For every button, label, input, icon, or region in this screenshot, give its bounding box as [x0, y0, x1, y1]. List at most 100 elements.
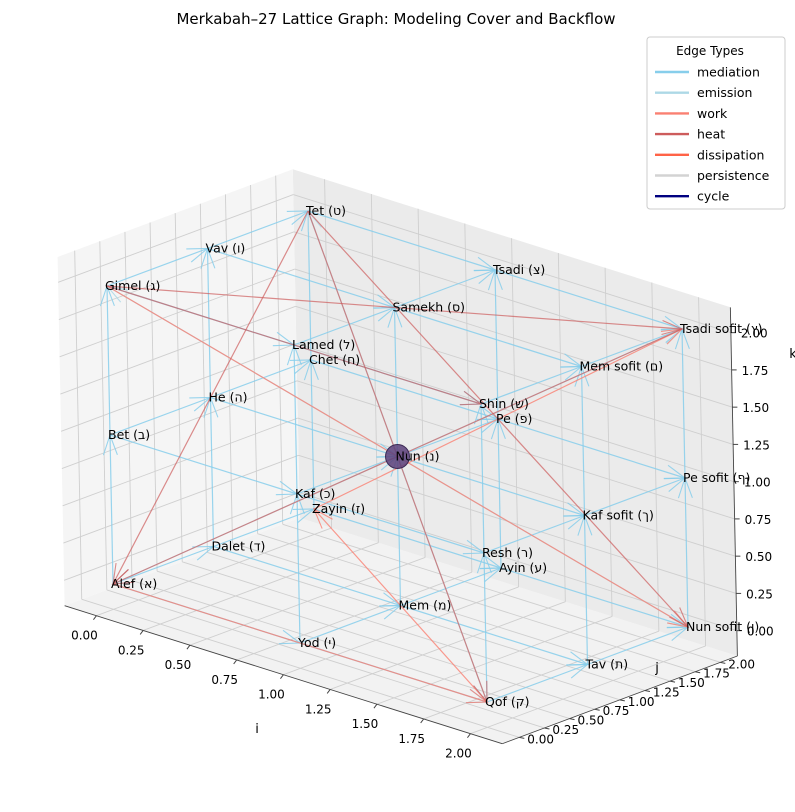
mediation-edge [293, 306, 395, 346]
grid-line-floor-j [207, 551, 646, 691]
mediation-edge [581, 328, 683, 368]
x-tick-label: 1.25 [305, 702, 332, 716]
z-tick-label: 2.00 [741, 327, 768, 341]
grid-line-side-k [59, 268, 295, 358]
node-label: Tet (ט) [305, 203, 346, 218]
grid-line-floor-i [376, 616, 613, 705]
mediation-edge [497, 418, 686, 479]
node-label: Gimel (ג) [105, 278, 160, 293]
x-tick-mark [233, 659, 238, 665]
y-tick-label: 1.00 [628, 695, 655, 709]
mediation-edge [209, 397, 215, 547]
mediation-edge [480, 365, 582, 405]
x-tick-label: 0.00 [71, 629, 98, 643]
node-label: Tsadi sofit (ץ) [679, 321, 763, 336]
heat-edge-head [473, 680, 488, 704]
highlight-node-marker [385, 444, 410, 469]
mediation-edge [109, 434, 114, 585]
mediation-edge [486, 663, 588, 703]
node-label: Tsadi (צ) [492, 262, 545, 277]
mediation-edge [307, 210, 312, 361]
x-tick-mark [93, 615, 97, 621]
y-tick-mark [695, 671, 701, 674]
y-tick-label: 0.00 [527, 732, 554, 746]
node-label: Pe (פ) [496, 411, 532, 426]
y-tick-mark [669, 680, 676, 683]
node-labels: Alef (א) Bet (ב) Gimel (ג) Dalet (ד) He (ה) V… [105, 203, 763, 709]
mediation-edge [207, 210, 309, 250]
z-tick-label: 1.75 [742, 364, 769, 378]
x-tick-mark [139, 630, 144, 635]
mediation-edge [109, 434, 298, 495]
mediation-edge [206, 248, 212, 398]
node-label: Mem (מ) [399, 598, 452, 613]
y-tick-mark [569, 718, 575, 721]
mediation-edge [500, 567, 689, 628]
mediation-edge [480, 403, 485, 554]
y-tick-label: 0.50 [578, 714, 605, 728]
x-tick-mark [326, 689, 331, 694]
grid-line-back-i [557, 253, 566, 602]
y-tick-label: 0.75 [603, 704, 630, 718]
mediation-edge [397, 455, 585, 517]
mediation-edge [210, 396, 398, 458]
node-label: Pe sofit (ף) [683, 470, 750, 485]
x-tick-label: 1.50 [352, 717, 379, 731]
mediation-edge [313, 508, 502, 569]
node-label: Yod (י) [297, 635, 336, 650]
z-axis-label: k [789, 347, 795, 362]
heat-edge [106, 285, 683, 330]
z-tick-label: 0.00 [747, 625, 774, 639]
x-tick-label: 2.00 [445, 747, 472, 761]
mediation-edge [580, 366, 586, 516]
mediation-edge [310, 359, 499, 420]
x-tick-label: 0.75 [211, 673, 238, 687]
grid-line-back-i [604, 267, 613, 617]
heat-edge-head [459, 390, 483, 406]
x-tick-label: 0.25 [118, 643, 145, 657]
grid-line-side-k [57, 194, 294, 283]
node-label: Nun (נ) [396, 449, 440, 464]
node-label: Nun sofit (ן) [686, 619, 759, 634]
mediation-edge [213, 545, 401, 607]
mediation-edge [483, 552, 488, 703]
mediation-edge [583, 515, 589, 665]
mediation-edge [112, 545, 214, 585]
grid-line-side-k [60, 305, 296, 395]
grid-line-floor-i [330, 601, 566, 690]
grid-line-side-k [58, 231, 295, 321]
mediation-edge [494, 269, 683, 330]
node-label: Ayin (ע) [499, 560, 547, 575]
x-axis-label: i [255, 722, 259, 737]
grid-line-side-j [275, 175, 284, 525]
grid-line-back-k [293, 231, 732, 371]
node-label: He (ה) [209, 390, 248, 405]
mediation-edge [299, 604, 401, 644]
mediation-edge [307, 210, 496, 271]
legend-label-dissipation: dissipation [697, 147, 764, 162]
legend-label-cycle: cycle [697, 189, 730, 204]
legend-entries: mediation emission work heat dissipation pers… [655, 65, 770, 204]
x-tick-label: 0.50 [165, 658, 192, 672]
mediation-edge [296, 455, 398, 495]
mediation-edge [296, 493, 485, 554]
z-tick-label: 0.50 [745, 550, 772, 564]
node-label: Qof (ק) [485, 694, 530, 709]
mediation-edge [394, 306, 582, 368]
mediation-edge [310, 359, 315, 510]
mediation-edge [106, 285, 111, 436]
node-label: Mem sofit (ם) [580, 359, 664, 374]
y-tick-label: 1.50 [678, 676, 705, 690]
work-edge [313, 508, 488, 703]
heat-edge [307, 210, 689, 628]
node-label: Lamed (ל) [292, 337, 355, 352]
mediation-edge [684, 477, 689, 628]
x-tick-label: 1.75 [398, 732, 425, 746]
mediation-edge [393, 307, 399, 457]
node-label: Bet (ב) [108, 427, 150, 442]
mediation-edge [584, 477, 686, 517]
legend-label-work: work [697, 106, 728, 121]
x-tick-mark [280, 674, 284, 680]
legend-label-emission: emission [697, 85, 752, 100]
grid-line-side-j [250, 185, 259, 534]
